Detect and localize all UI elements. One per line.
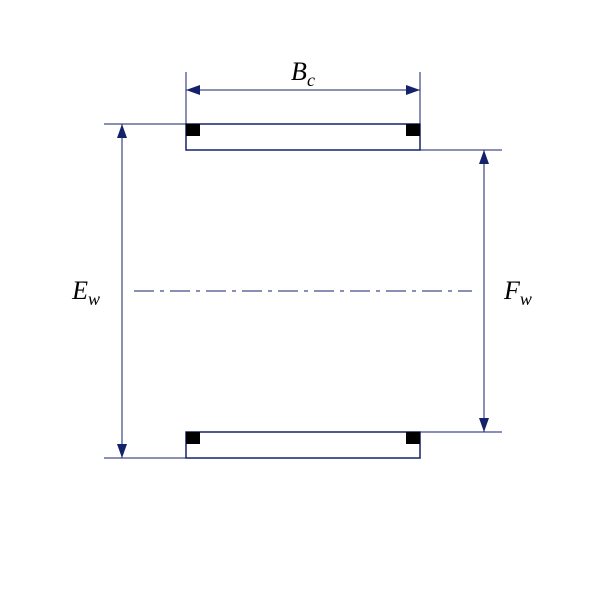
label-Fw: Fw [503, 276, 532, 309]
bearing-dimension-diagram: Bc Ew Fw [0, 0, 600, 600]
upper-roller [186, 124, 420, 150]
label-Ew: Ew [71, 276, 100, 309]
dimension-Bc: Bc [186, 57, 420, 124]
label-Bc: Bc [291, 57, 315, 90]
dimension-Ew: Ew [71, 124, 186, 458]
lower-roller [186, 432, 420, 458]
